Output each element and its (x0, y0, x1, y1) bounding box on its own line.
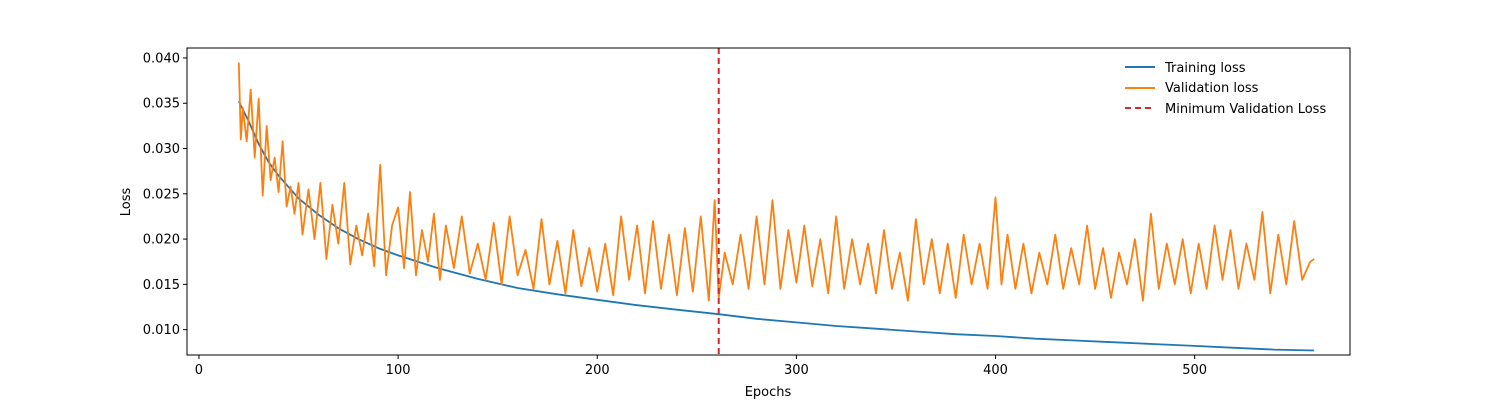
x-axis-label: Epochs (745, 385, 792, 400)
axes-frame (186, 47, 1351, 356)
x-tick-label: 400 (983, 363, 1008, 378)
legend-label-training-loss: Training loss (1164, 61, 1246, 76)
y-tick-label: 0.020 (143, 233, 180, 248)
y-tick-label: 0.015 (143, 278, 180, 293)
y-axis-ticks: 0.010 0.015 0.020 0.025 0.030 0.035 0.040 (143, 51, 187, 338)
x-tick-label: 0 (195, 363, 203, 378)
x-tick-label: 300 (784, 363, 809, 378)
series-line-validation-loss (237, 62, 1315, 302)
y-tick-label: 0.030 (143, 142, 180, 157)
series-layer (237, 62, 1315, 352)
legend-label-minimum-validation-loss: Minimum Validation Loss (1165, 102, 1326, 117)
x-tick-label: 100 (386, 363, 411, 378)
y-tick-label: 0.025 (143, 187, 180, 202)
x-tick-label: 500 (1182, 363, 1207, 378)
series-line-training-loss (237, 101, 1315, 352)
plot-area (186, 47, 1351, 356)
axes-background (187, 48, 1350, 355)
y-axis-label: Loss (119, 188, 134, 217)
y-tick-label: 0.035 (143, 97, 180, 112)
legend: Training loss Validation loss Minimum Va… (1125, 61, 1326, 117)
y-tick-label: 0.010 (143, 323, 180, 338)
legend-label-validation-loss: Validation loss (1165, 81, 1259, 96)
y-tick-label: 0.040 (143, 51, 180, 66)
x-tick-label: 200 (585, 363, 610, 378)
x-axis-ticks: 0 100 200 300 400 500 (195, 355, 1207, 378)
